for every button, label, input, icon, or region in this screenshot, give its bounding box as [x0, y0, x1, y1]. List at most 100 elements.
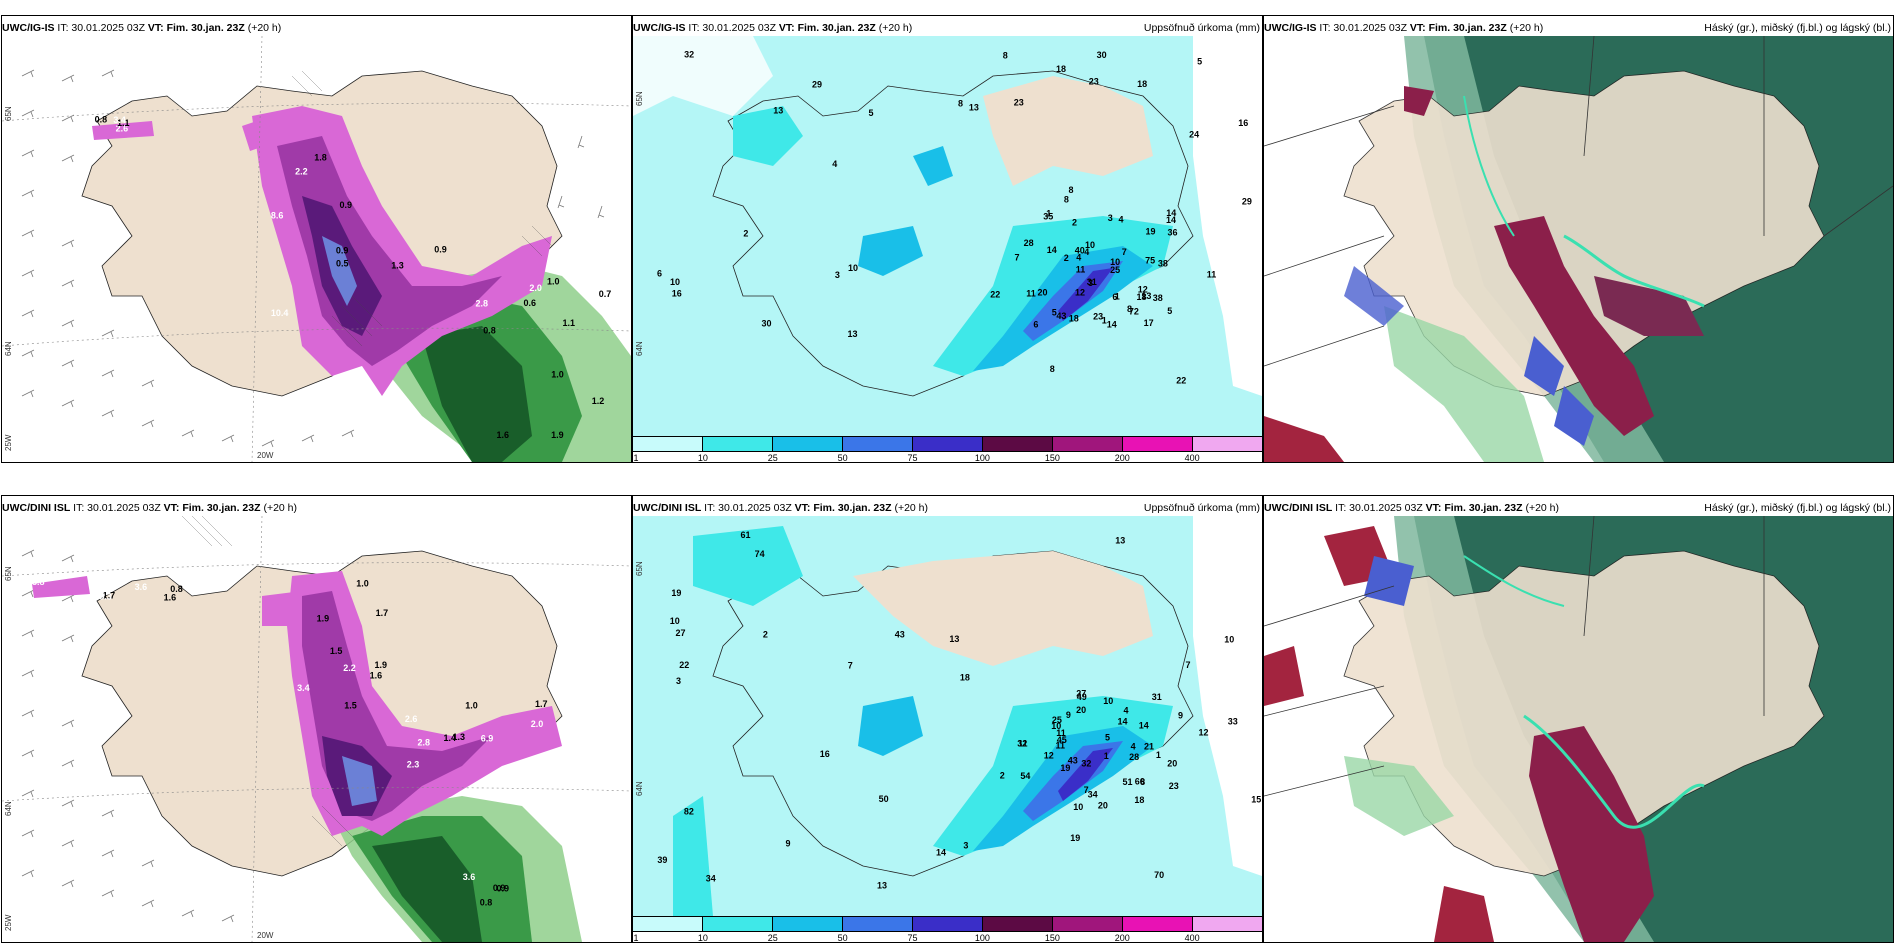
value-label: 10: [1051, 721, 1061, 731]
value-label: 1.2: [592, 396, 605, 406]
value-label: 8: [1050, 364, 1055, 374]
map-area[interactable]: 1.9 1.6 1.3 0.6 0.5 2.2 2.3 8.6 10.4 2.6 1.1 1.0 0.9…: [2, 36, 631, 462]
colorbar-swatch: [1192, 437, 1262, 451]
value-label: 3: [835, 270, 840, 280]
value-label: 20: [1167, 759, 1177, 769]
cloud-map: [1264, 36, 1893, 462]
value-label: 70: [1154, 870, 1164, 880]
map-area[interactable]: [1264, 36, 1893, 462]
value-label: 22: [1176, 376, 1186, 386]
value-label: 1.1: [563, 318, 576, 328]
colorbar-label: 10: [697, 453, 708, 463]
colorbar-label: 50: [837, 453, 848, 463]
value-label: 10: [1085, 240, 1095, 250]
value-label: 20: [1076, 705, 1086, 715]
value-label: 38: [1153, 293, 1163, 303]
value-label: 74: [755, 549, 765, 559]
value-label: 28: [1129, 752, 1139, 762]
value-label: 45: [1057, 735, 1067, 745]
colorbar-swatch: [633, 437, 702, 451]
value-label: 1.0: [551, 370, 564, 380]
cloud-map: [1264, 516, 1893, 942]
value-label: 8: [1003, 51, 1008, 61]
map-area[interactable]: 4 5 7 4 3 2 5 7 8 13 12 16 16 10 10 6 6 8 8 5 4 2 2 1 14 17 13 13 14…: [633, 36, 1262, 462]
panel-wind-precip-dini: UWC/DINI ISL IT: 30.01.2025 03Z VT: Fim.…: [1, 495, 632, 943]
value-label: 13: [1141, 291, 1151, 301]
colorbar-label: 75: [907, 453, 918, 463]
value-label: 6: [1112, 292, 1117, 302]
value-label: 22: [990, 290, 1000, 300]
value-label: 31: [1087, 277, 1097, 287]
value-label: 3: [676, 676, 681, 686]
value-label: 18: [1069, 314, 1079, 324]
value-label: 21: [1144, 741, 1154, 751]
value-label: 3: [963, 841, 968, 851]
colorbar-swatch: [772, 437, 842, 451]
panel-field-label: Uppsöfnuð úrkoma (mm): [1143, 22, 1260, 34]
value-label: 34: [706, 873, 716, 883]
value-label: 13: [949, 634, 959, 644]
value-label: 49: [1077, 692, 1087, 702]
colorbar: 1 10 25 50 75 100 150 200 400: [633, 436, 1262, 462]
colorbar-swatch: [1122, 917, 1192, 931]
value-label: 15: [1251, 795, 1261, 805]
value-label: 8: [1127, 304, 1132, 314]
value-label: 30: [762, 319, 772, 329]
value-label: 4: [1084, 247, 1089, 257]
panel-title: UWC/IG-IS IT: 30.01.2025 03Z VT: Fim. 30…: [633, 22, 913, 34]
value-label: 8: [1064, 195, 1069, 205]
value-label: 1.3: [453, 732, 466, 742]
value-label: 23: [1014, 98, 1024, 108]
value-label: 3.6: [463, 872, 476, 882]
value-label: 54: [1020, 771, 1030, 781]
value-label: 23: [1169, 781, 1179, 791]
value-label: 14: [936, 848, 946, 858]
value-label: 10: [670, 616, 680, 626]
value-label: 7: [848, 661, 853, 671]
value-label: 1.6: [370, 671, 383, 681]
value-label: 1.1: [117, 118, 130, 128]
map-area[interactable]: 12 11 10 9 14 16 18 13 14 11 31 20 19 12 19 18 15 32 34 20 2…: [633, 516, 1262, 942]
colorbar-swatch: [982, 917, 1052, 931]
colorbar-label: 100: [974, 453, 990, 463]
value-label: 13: [848, 329, 858, 339]
axis-lon-2: 20W: [257, 931, 274, 940]
colorbar: 1 10 25 50 75 100 150 200 400: [633, 916, 1262, 942]
colorbar-swatch: [982, 437, 1052, 451]
value-label: 10: [848, 263, 858, 273]
value-label: 5: [1052, 308, 1057, 318]
value-label: 61: [741, 530, 751, 540]
value-label: 2.2: [343, 663, 356, 673]
value-label: 12: [1075, 287, 1085, 297]
value-label: 32: [1017, 739, 1027, 749]
value-label: 18: [1137, 79, 1147, 89]
value-label: 3.4: [113, 115, 126, 125]
value-label: 30: [1097, 50, 1107, 60]
value-label: 18: [1056, 64, 1066, 74]
value-label: 2.8: [476, 298, 489, 308]
map-area[interactable]: [1264, 516, 1893, 942]
colorbar-swatch: [1122, 437, 1192, 451]
colorbar-swatch: [702, 437, 772, 451]
colorbar-swatch: [912, 917, 982, 931]
value-label: 5: [1197, 57, 1202, 67]
panel-field-label: Uppsöfnuð úrkoma (mm): [1143, 502, 1260, 514]
value-label: 7: [1084, 785, 1089, 795]
map-area[interactable]: 2.0 1.5 1.7 2.2 1.9 3.6 2.6 1.7 1.6 1.5 1.7 1.6 1.9 2…: [2, 516, 631, 942]
value-label: 16: [1238, 118, 1248, 128]
value-label: 5: [869, 108, 874, 118]
value-label: 9: [1066, 710, 1071, 720]
panel-title: UWC/DINI ISL IT: 30.01.2025 03Z VT: Fim.…: [633, 502, 929, 514]
panel-field-label: Háský (gr.), miðský (fj.bl.) og lágský (…: [1704, 502, 1891, 514]
value-label: 50: [879, 794, 889, 804]
value-label: 43: [895, 629, 905, 639]
value-label: 2.8: [418, 738, 431, 748]
axis-lat-2: 64N: [635, 781, 644, 796]
colorbar-swatch: [1192, 917, 1262, 931]
value-label: 1.6: [497, 430, 510, 440]
value-label: 29: [812, 80, 822, 90]
value-label: 8: [958, 98, 963, 108]
value-label: 10: [1073, 802, 1083, 812]
value-label: 27: [676, 628, 686, 638]
precip-wind-map: 1.91.61.30.60.52.22.38.610.42.61.11.00.9…: [2, 36, 631, 462]
